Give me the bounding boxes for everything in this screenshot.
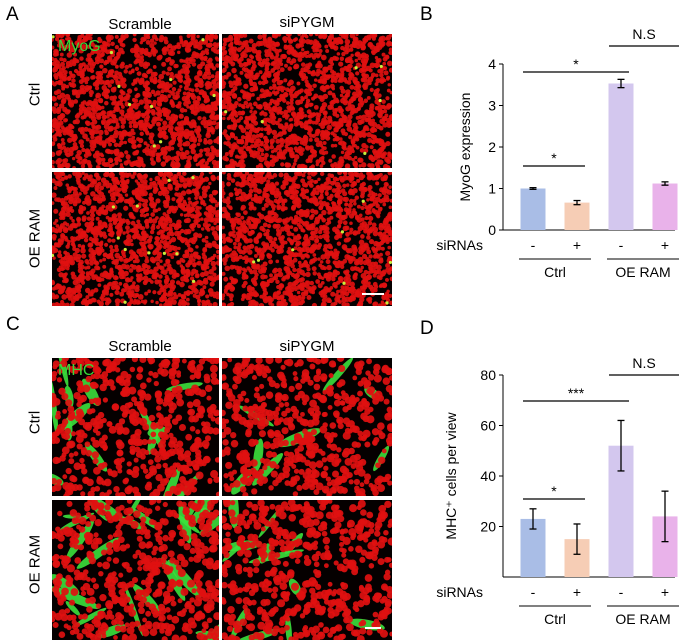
panel-a-row-header-oe-ram: OE RAM [26,208,44,269]
bar [608,83,634,230]
category-label: + [661,237,669,253]
significance-label: * [551,483,557,499]
panel-a-scale-bar [362,293,384,295]
group-label: OE RAM [615,611,670,627]
category-label: - [619,584,624,600]
significance-label: N.S [632,26,655,42]
bar [652,183,678,230]
y-tick-label: 80 [480,367,496,383]
panel-letter-d: D [420,318,434,339]
significance-label: * [573,56,579,72]
category-label: - [531,237,536,253]
y-tick-label: 40 [480,468,496,484]
bar [564,202,590,230]
micrograph-c-ctrl-sipygm [222,358,392,496]
panel-a-stain-label: MyoG [58,38,101,55]
category-label: - [531,584,536,600]
category-label: + [661,584,669,600]
y-axis-label: MyoG expression [457,93,473,202]
significance-label: * [551,150,557,166]
y-tick-label: 20 [480,519,496,535]
category-label: + [573,584,581,600]
panel-a-col-header-sipygm: siPYGM [279,14,335,31]
micrograph-a-ctrl-sipygm [222,34,392,168]
category-row-label: siRNAs [436,237,483,253]
panel-letter-c: C [6,314,20,335]
micrograph-a-ctrl-scramble [52,34,219,168]
y-tick-label: 60 [480,418,496,434]
group-label: Ctrl [544,264,566,280]
panel-c-col-header-scramble: Scramble [108,338,172,355]
panel-a-row-header-ctrl: Ctrl [26,82,44,107]
panel-letter-a: A [6,4,19,25]
y-tick-label: 3 [488,98,496,114]
micrograph-c-oe-sipygm [222,500,392,640]
significance-label: N.S [632,355,655,371]
category-label: - [619,237,624,253]
micrograph-a-oe-sipygm [222,172,392,306]
panel-a-col-header-scramble: Scramble [108,16,172,33]
group-label: Ctrl [544,611,566,627]
panel-c-row-header-oe-ram: OE RAM [26,534,44,595]
category-row-label: siRNAs [436,584,483,600]
panel-letter-b: B [420,4,433,25]
bar [520,188,546,230]
micrograph-c-ctrl-scramble [52,358,219,496]
y-tick-label: 1 [488,181,496,197]
significance-label: *** [568,385,585,401]
micrograph-a-oe-scramble [52,172,219,306]
panel-c-scale-bar [365,627,381,629]
y-tick-label: 0 [488,222,496,238]
y-tick-label: 2 [488,139,496,155]
panel-c-col-header-sipygm: siPYGM [279,338,335,355]
y-tick-label: 4 [488,56,496,72]
panel-c-stain-label: MHC [58,362,95,379]
y-axis-label: MHC⁺ cells per view [443,412,459,540]
panel-c-row-header-ctrl: Ctrl [26,410,44,435]
category-label: + [573,237,581,253]
chart-b-myog-expression: 0 1 2 3 4 MyoG expression * * N.S siRNAs - + - + Ctrl O… [436,26,679,280]
group-label: OE RAM [615,264,670,280]
micrograph-c-oe-scramble [52,500,219,640]
